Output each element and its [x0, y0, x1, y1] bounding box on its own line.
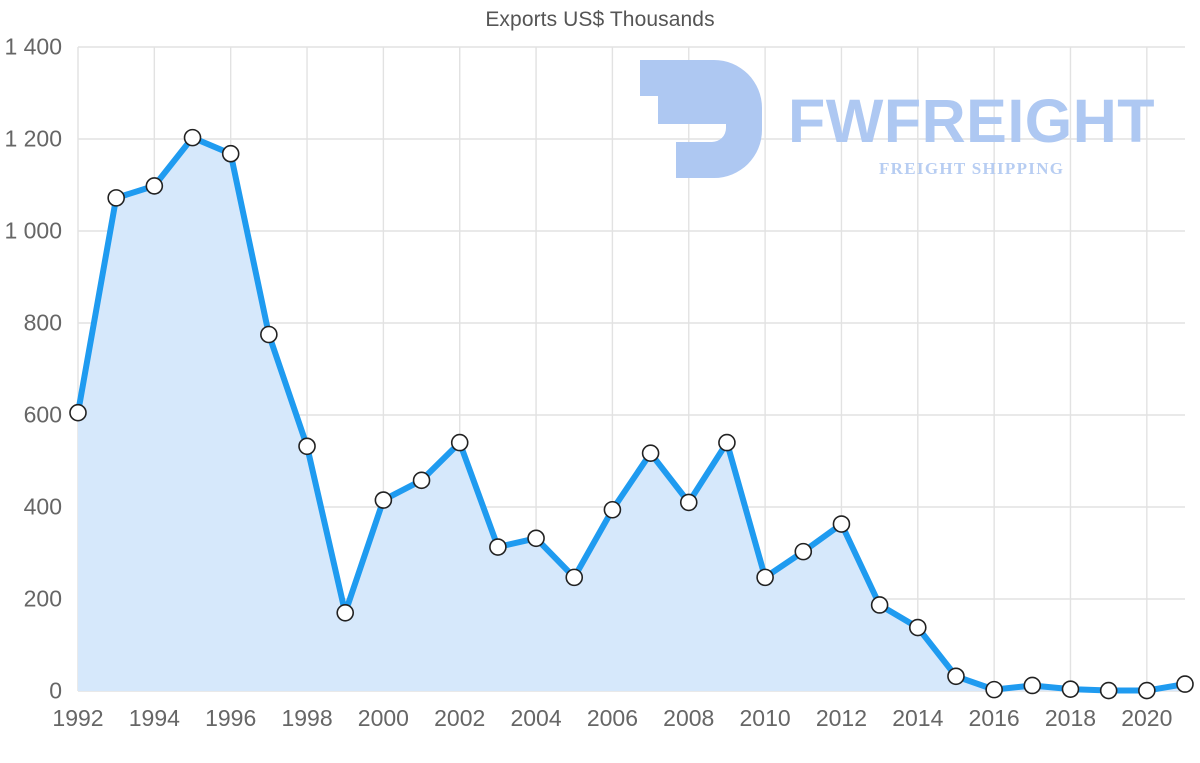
data-point[interactable]: [107, 189, 125, 207]
data-point[interactable]: [450, 433, 469, 452]
data-point[interactable]: [641, 444, 660, 462]
data-point[interactable]: [1099, 681, 1118, 700]
data-point[interactable]: [336, 603, 355, 622]
data-point[interactable]: [718, 433, 736, 452]
data-point[interactable]: [756, 568, 774, 587]
data-point[interactable]: [260, 325, 278, 344]
data-point[interactable]: [298, 437, 316, 456]
data-point[interactable]: [412, 471, 431, 490]
data-point[interactable]: [527, 529, 545, 548]
data-point-markers: [69, 128, 1194, 700]
chart-title: Exports US$ Thousands: [485, 8, 715, 31]
data-point[interactable]: [679, 493, 698, 512]
data-point[interactable]: [1061, 680, 1080, 698]
data-point[interactable]: [69, 403, 87, 422]
data-point[interactable]: [832, 515, 851, 533]
data-point[interactable]: [985, 680, 1003, 699]
data-point[interactable]: [908, 618, 927, 637]
data-point[interactable]: [183, 128, 202, 147]
data-point[interactable]: [870, 596, 889, 614]
data-point[interactable]: [1023, 676, 1042, 695]
data-point[interactable]: [221, 144, 240, 163]
data-point[interactable]: [1176, 675, 1194, 693]
data-point[interactable]: [489, 538, 507, 556]
data-point[interactable]: [794, 542, 813, 561]
data-point[interactable]: [947, 667, 965, 686]
area-fill: [78, 137, 1185, 691]
data-point[interactable]: [1138, 681, 1156, 700]
data-point[interactable]: [603, 500, 622, 519]
data-point[interactable]: [565, 568, 584, 587]
data-point[interactable]: [374, 491, 393, 509]
data-point[interactable]: [145, 177, 164, 195]
